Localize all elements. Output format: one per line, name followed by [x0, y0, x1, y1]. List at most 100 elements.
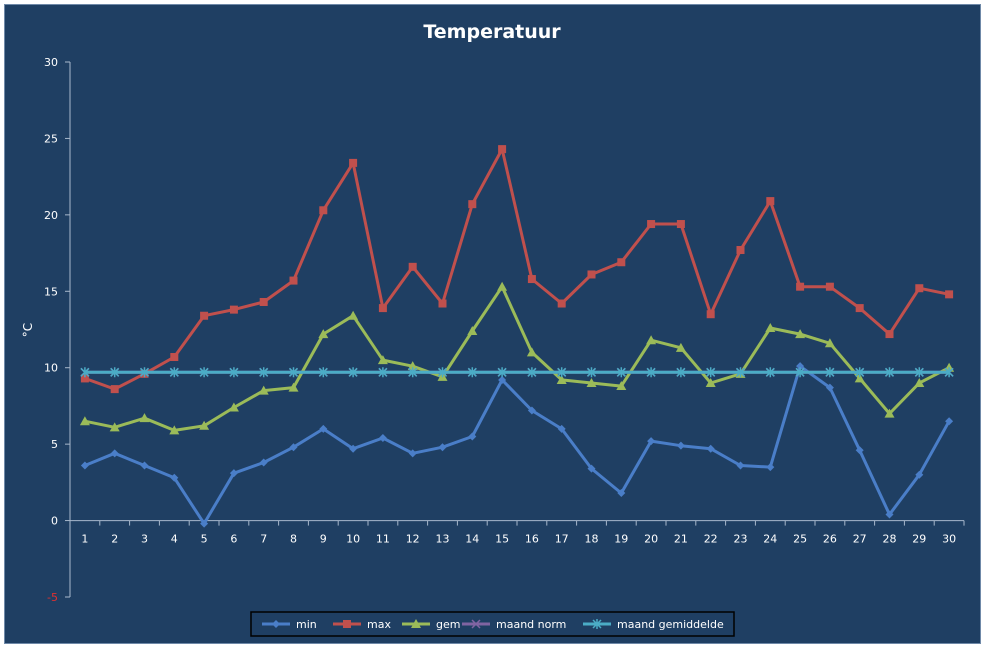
data-point-min	[259, 458, 268, 467]
data-point-min	[110, 449, 119, 458]
series-line-min	[84, 364, 951, 526]
data-point-maand-gemiddelde	[80, 367, 90, 378]
data-point-max	[945, 290, 954, 299]
x-tick-label: 13	[436, 533, 450, 546]
data-point-min	[557, 424, 566, 433]
x-tick-label: 14	[465, 533, 479, 546]
data-point-gem	[348, 310, 359, 320]
data-point-maand-gemiddelde	[199, 367, 209, 378]
x-tick-label: 10	[346, 533, 360, 546]
data-point-min	[796, 362, 805, 371]
legend-item-maand-gemiddelde: maand gemiddelde	[583, 618, 724, 631]
legend-item-maand-norm: maand norm	[462, 618, 566, 631]
data-point-max	[408, 262, 417, 271]
data-point-gem	[497, 281, 508, 291]
y-tick-label: 15	[44, 285, 58, 298]
chart-frame	[4, 4, 981, 644]
data-point-gem	[228, 402, 239, 412]
series-layer	[79, 145, 955, 528]
x-tick-label: 6	[230, 533, 237, 546]
data-point-maand-gemiddelde	[914, 367, 924, 378]
data-point-min	[498, 375, 507, 384]
data-point-min	[945, 417, 954, 426]
data-point-min	[825, 383, 834, 392]
data-point-min	[438, 443, 447, 452]
data-point-max	[617, 258, 626, 267]
data-point-gem	[109, 422, 120, 432]
y-tick-label: -5	[47, 591, 58, 604]
data-point-gem	[79, 416, 90, 426]
legend-label: max	[367, 618, 391, 631]
data-point-gem	[765, 322, 776, 332]
data-point-min	[80, 461, 89, 470]
data-point-maand-gemiddelde	[765, 367, 775, 378]
data-point-max	[229, 305, 238, 314]
data-point-maand-gemiddelde	[795, 367, 805, 378]
x-tick-label: 5	[201, 533, 208, 546]
data-point-min	[378, 434, 387, 443]
chart-title: Temperatuur	[423, 21, 561, 43]
data-point-max	[855, 304, 864, 313]
data-point-gem	[467, 326, 478, 336]
data-point-maand-gemiddelde	[259, 367, 269, 378]
data-point-gem	[824, 338, 835, 348]
x-tick-label: 29	[912, 533, 926, 546]
data-point-maand-gemiddelde	[676, 367, 686, 378]
data-point-max	[706, 310, 715, 319]
x-tick-label: 15	[495, 533, 509, 546]
x-tick-label: 8	[290, 533, 297, 546]
data-point-max	[200, 311, 209, 320]
data-point-min	[170, 473, 179, 482]
data-point-maand-gemiddelde	[467, 367, 477, 378]
data-point-max	[80, 374, 89, 383]
x-tick-label: 16	[525, 533, 539, 546]
x-tick-label: 30	[942, 533, 956, 546]
data-point-max	[527, 275, 536, 284]
data-point-max	[438, 299, 447, 308]
data-point-gem	[586, 378, 597, 387]
data-point-min	[736, 461, 745, 470]
data-point-max	[289, 276, 298, 285]
data-point-maand-gemiddelde	[437, 367, 448, 378]
series-maand-gemiddelde	[80, 367, 954, 378]
data-point-max	[796, 282, 805, 291]
x-tick-label: 26	[823, 533, 837, 546]
data-point-maand-gemiddelde	[318, 367, 328, 378]
data-point-min	[319, 424, 328, 433]
x-tick-label: 17	[555, 533, 569, 546]
data-point-min	[349, 444, 358, 453]
legend-label: gem	[436, 618, 460, 631]
data-point-min	[676, 441, 685, 450]
data-point-min	[408, 449, 417, 458]
data-point-maand-gemiddelde	[110, 367, 120, 378]
data-point-max	[557, 299, 566, 308]
data-point-min	[855, 446, 864, 455]
data-point-max	[319, 206, 328, 215]
legend-label: min	[296, 618, 317, 631]
legend-item-min: min	[262, 618, 317, 631]
data-point-max	[349, 158, 358, 167]
data-point-min	[915, 470, 924, 479]
data-point-maand-gemiddelde	[646, 367, 656, 378]
x-tick-label: 3	[141, 533, 148, 546]
x-tick-label: 18	[585, 533, 599, 546]
data-point-maand-gemiddelde	[944, 367, 954, 378]
y-tick-label: 10	[44, 362, 58, 375]
legend-marker	[411, 619, 421, 628]
legend-marker	[592, 619, 602, 629]
data-point-min	[587, 464, 596, 473]
data-point-gem	[377, 355, 388, 365]
legend-item-max: max	[333, 618, 391, 631]
data-point-gem	[646, 335, 657, 345]
data-point-max	[766, 197, 775, 206]
x-tick-label: 12	[406, 533, 420, 546]
data-point-max	[468, 200, 477, 209]
data-point-gem	[705, 378, 716, 387]
data-point-gem	[675, 342, 686, 352]
data-point-gem	[258, 385, 269, 395]
series-max	[80, 145, 954, 394]
x-tick-label: 11	[376, 533, 390, 546]
y-axis-label: °C	[21, 323, 35, 337]
